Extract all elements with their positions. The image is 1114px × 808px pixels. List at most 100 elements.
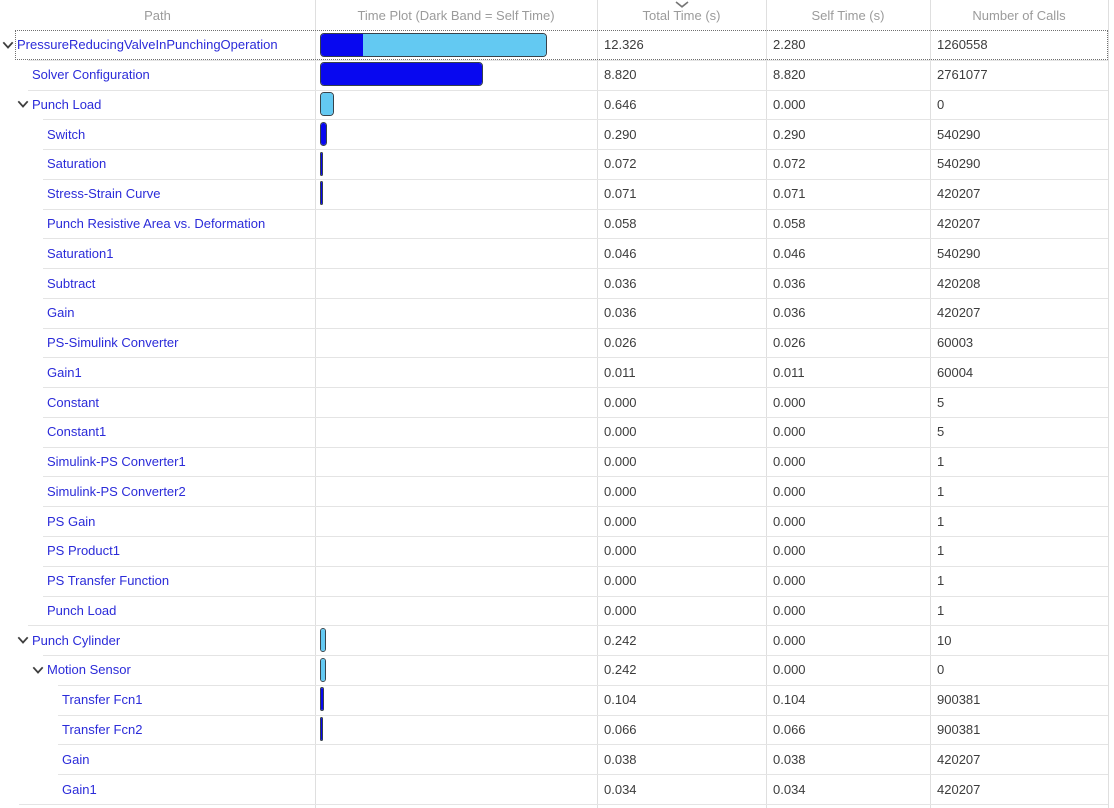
table-row[interactable]: PS Transfer Function 0.000 0.000 1 (0, 565, 1108, 596)
collapse-chevron-icon[interactable] (2, 40, 14, 49)
table-row[interactable]: Transfer Fcn2 0.066 0.066 900381 (0, 714, 1108, 745)
block-path-link[interactable]: Stress-Strain Curve (47, 186, 161, 202)
number-of-calls-cell: 1 (937, 483, 945, 499)
self-time-cell: 0.000 (773, 483, 806, 499)
time-plot-cell (315, 209, 597, 239)
row-separator (43, 238, 1108, 240)
table-row[interactable]: PS-Simulink Converter 0.026 0.026 60003 (0, 327, 1108, 358)
time-plot-cell (315, 715, 597, 745)
block-path-link[interactable]: Punch Resistive Area vs. Deformation (47, 215, 266, 231)
table-row[interactable]: Simulink-PS Converter2 0.000 0.000 1 (0, 476, 1108, 506)
block-path-link[interactable]: Saturation (47, 156, 107, 172)
table-row[interactable]: Punch Load 0.000 0.000 1 (0, 595, 1108, 626)
self-time-cell: 0.036 (773, 275, 806, 291)
block-path-link[interactable]: Punch Cylinder (32, 632, 121, 648)
column-separator (765, 0, 767, 808)
total-time-cell: 0.646 (604, 96, 637, 112)
column-header-path[interactable]: Path (0, 0, 315, 30)
column-header-number-of-calls[interactable]: Number of Calls (930, 0, 1108, 30)
block-path-link[interactable]: Simulink-PS Converter1 (47, 454, 186, 470)
column-separator (1107, 0, 1109, 808)
path-cell: Saturation (0, 149, 315, 179)
path-cell: Gain1 (0, 774, 315, 804)
block-path-link[interactable]: Gain (47, 305, 75, 321)
block-path-link[interactable]: Switch (47, 126, 86, 142)
block-path-link[interactable]: Constant (47, 394, 100, 410)
number-of-calls-cell: 1 (937, 602, 945, 618)
row-separator (43, 506, 1108, 508)
table-row[interactable]: Saturation 0.072 0.072 540290 (0, 149, 1108, 179)
block-path-link[interactable]: PS-Simulink Converter (47, 335, 179, 351)
column-header-label: Total Time (s) (642, 7, 721, 23)
number-of-calls-cell: 900381 (937, 692, 981, 708)
column-header-self-time-s[interactable]: Self Time (s) (766, 0, 930, 30)
self-time-band (321, 688, 323, 711)
number-of-calls-cell: 420207 (937, 186, 981, 202)
table-row[interactable]: Subtract 0.036 0.036 420208 (0, 268, 1108, 298)
table-row[interactable]: Saturation1 0.046 0.046 540290 (0, 238, 1108, 268)
table-row[interactable]: Gain 0.036 0.036 420207 (0, 297, 1108, 328)
block-path-link[interactable]: Constant1 (47, 424, 107, 440)
total-time-cell: 0.066 (604, 721, 637, 737)
total-time-cell: 0.011 (604, 364, 636, 380)
block-path-link[interactable]: Gain (62, 751, 90, 767)
table-row[interactable]: Gain1 0.034 0.034 420207 (0, 774, 1108, 804)
table-row[interactable]: PressureReducingValveInPunchingOperation… (0, 30, 1108, 60)
table-row[interactable]: Punch Resistive Area vs. Deformation 0.05… (0, 208, 1108, 239)
block-path-link[interactable]: Punch Load (47, 602, 117, 618)
table-row[interactable]: PS Product1 0.000 0.000 1 (0, 536, 1108, 566)
number-of-calls-cell: 0 (937, 662, 945, 678)
block-path-link[interactable]: PS Product1 (47, 543, 120, 559)
row-separator (43, 655, 1108, 657)
table-row[interactable]: Switch 0.290 0.290 540290 (0, 119, 1108, 149)
table-row[interactable]: Punch Cylinder 0.242 0.000 10 (0, 625, 1108, 655)
table-row[interactable]: Constant1 0.000 0.000 5 (0, 416, 1108, 447)
table-row[interactable]: Gain 0.038 0.038 420207 (0, 744, 1108, 774)
collapse-chevron-icon[interactable] (32, 665, 44, 674)
total-time-cell: 0.000 (604, 513, 637, 529)
block-path-link[interactable]: PressureReducingValveInPunchingOperation (17, 37, 278, 53)
total-time-cell: 0.242 (604, 632, 637, 648)
block-path-link[interactable]: Gain1 (47, 364, 82, 380)
block-path-link[interactable]: PS Transfer Function (47, 573, 170, 589)
table-row[interactable]: Simulink-PS Converter1 0.000 0.000 1 (0, 446, 1108, 477)
number-of-calls-cell: 1260558 (937, 37, 988, 53)
block-path-link[interactable]: Transfer Fcn2 (62, 721, 143, 737)
number-of-calls-cell: 1 (937, 543, 945, 559)
table-row[interactable]: Stress-Strain Curve 0.071 0.071 420207 (0, 178, 1108, 209)
column-header-total-time-s[interactable]: Total Time (s) (597, 0, 766, 30)
collapse-chevron-icon[interactable] (17, 100, 29, 109)
column-separator (929, 0, 931, 808)
table-row[interactable]: Motion Sensor 0.242 0.000 0 (0, 655, 1108, 685)
block-path-link[interactable]: Transfer Fcn1 (62, 692, 143, 708)
self-time-cell: 0.000 (773, 632, 806, 648)
row-separator (43, 327, 1108, 329)
table-row[interactable]: Solver Configuration 8.820 8.820 2761077 (0, 59, 1108, 90)
total-time-cell: 0.000 (604, 483, 637, 499)
table-header: Path Time Plot (Dark Band = Self Time) Tot… (0, 0, 1108, 30)
time-plot-cell (315, 744, 597, 774)
block-path-link[interactable]: Subtract (47, 275, 96, 291)
table-row[interactable]: Transfer Fcn1 0.104 0.104 900381 (0, 684, 1108, 715)
block-path-link[interactable]: Simulink-PS Converter2 (47, 483, 186, 499)
table-row[interactable]: Punch Load 0.646 0.000 0 (0, 89, 1108, 120)
collapse-chevron-icon[interactable] (17, 636, 29, 645)
table-row[interactable]: PS Gain 0.000 0.000 1 (0, 506, 1108, 536)
time-plot-cell (315, 298, 597, 328)
block-path-link[interactable]: Solver Configuration (32, 67, 150, 83)
block-path-link[interactable]: Saturation1 (47, 245, 114, 261)
table-row[interactable]: Constant 0.000 0.000 5 (0, 387, 1108, 417)
time-plot-bar (320, 657, 327, 682)
time-plot-cell (315, 596, 597, 626)
number-of-calls-cell: 540290 (937, 126, 981, 142)
block-path-link[interactable]: Motion Sensor (47, 662, 131, 678)
table-row[interactable]: Gain1 0.011 0.011 60004 (0, 357, 1108, 387)
block-path-link[interactable]: Punch Load (32, 96, 102, 112)
column-header-time-plot-dark-band-self-time[interactable]: Time Plot (Dark Band = Self Time) (315, 0, 597, 30)
time-plot-cell (315, 119, 597, 149)
block-path-link[interactable]: PS Gain (47, 513, 96, 529)
block-path-link[interactable]: Gain1 (62, 781, 97, 797)
row-separator (58, 714, 1108, 716)
self-time-cell: 0.071 (773, 186, 806, 202)
self-time-cell: 0.038 (773, 751, 806, 767)
